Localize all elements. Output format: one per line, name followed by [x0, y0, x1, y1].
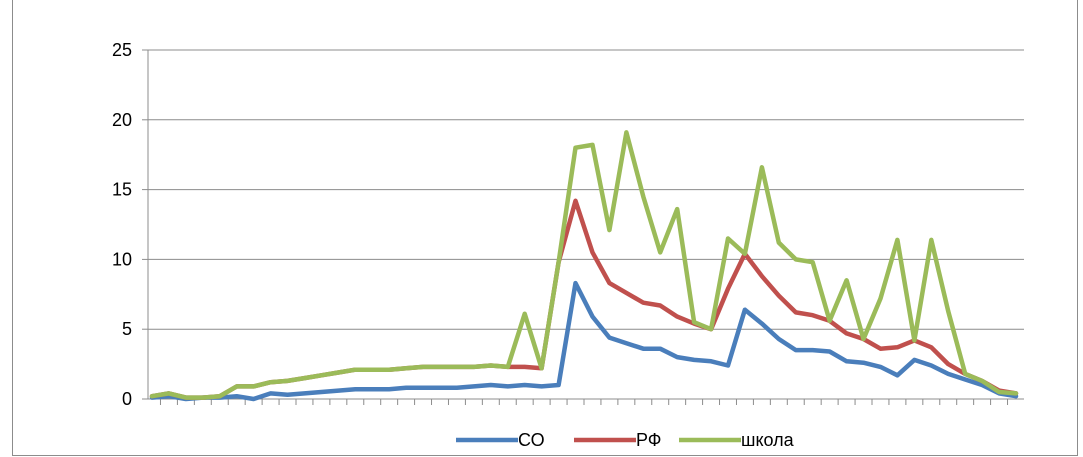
y-tick-label: 15 [112, 180, 132, 200]
legend: СО РФ школа [456, 430, 795, 450]
series-line-3 [149, 130, 1019, 400]
legend-label-3: школа [741, 430, 795, 450]
y-tick-labels: 0 5 10 15 20 25 [112, 40, 132, 409]
y-tick-label: 25 [112, 40, 132, 60]
axes [142, 49, 1024, 405]
series-lines [149, 130, 1019, 402]
series-line-1 [149, 280, 1019, 402]
legend-label-2: РФ [636, 430, 662, 450]
y-tick-label: 20 [112, 110, 132, 130]
legend-label-1: СО [518, 430, 545, 450]
y-tick-label: 0 [122, 389, 132, 409]
y-tick-label: 10 [112, 249, 132, 269]
y-tick-label: 5 [122, 319, 132, 339]
gridlines [148, 49, 1024, 330]
chart-frame: 0 5 10 15 20 25 СО РФ школа [12, 0, 1078, 456]
line-chart: 0 5 10 15 20 25 СО РФ школа [112, 40, 1024, 450]
